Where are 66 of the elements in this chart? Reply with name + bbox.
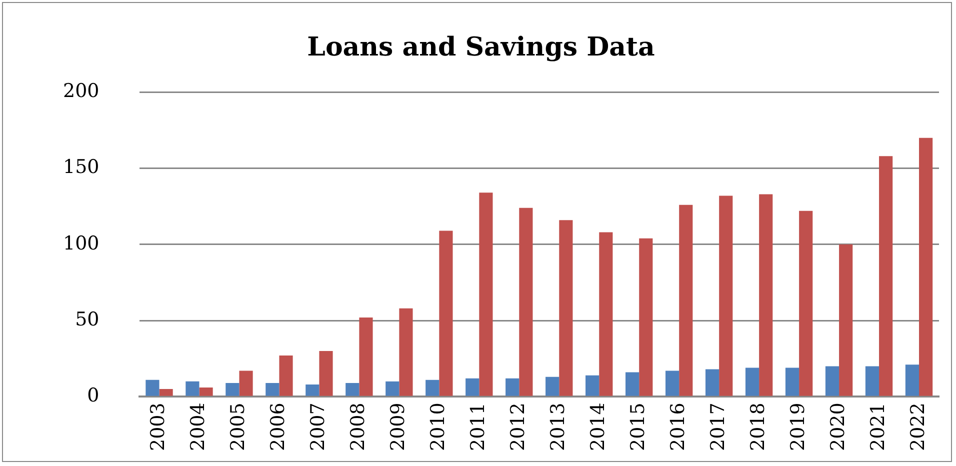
bar bbox=[439, 230, 453, 396]
y-tick-label: 100 bbox=[63, 232, 100, 254]
bar bbox=[319, 350, 333, 396]
bar bbox=[559, 220, 573, 396]
x-tick-label: 2017 bbox=[707, 402, 730, 452]
y-tick-label: 0 bbox=[87, 384, 100, 407]
x-tick-label: 2007 bbox=[307, 402, 330, 452]
bar bbox=[506, 378, 520, 396]
bar bbox=[599, 232, 613, 396]
bar bbox=[865, 366, 880, 396]
bar bbox=[399, 308, 413, 396]
bar bbox=[825, 366, 840, 396]
y-tick-label: 50 bbox=[75, 308, 100, 330]
bar bbox=[519, 208, 533, 396]
chart-title: Loans and Savings Data bbox=[307, 32, 655, 62]
bar bbox=[639, 238, 653, 396]
bar bbox=[785, 368, 800, 396]
bar bbox=[386, 381, 400, 396]
bar bbox=[799, 210, 813, 396]
x-tick-label: 2003 bbox=[147, 402, 170, 452]
x-tick-label: 2010 bbox=[427, 402, 450, 452]
bar bbox=[919, 138, 933, 396]
bar bbox=[665, 370, 680, 396]
bar bbox=[186, 381, 200, 396]
bar bbox=[905, 364, 920, 396]
bar bbox=[759, 194, 773, 396]
x-tick-label: 2012 bbox=[507, 402, 530, 452]
bar bbox=[466, 378, 480, 396]
x-tick-label: 2020 bbox=[826, 402, 849, 452]
bar bbox=[839, 244, 853, 396]
bar bbox=[346, 382, 360, 396]
bar bbox=[146, 380, 160, 396]
x-tick-label: 2004 bbox=[187, 402, 210, 452]
bar bbox=[586, 375, 600, 396]
x-tick-label: 2011 bbox=[467, 402, 490, 452]
bar bbox=[546, 376, 560, 396]
bar bbox=[426, 380, 440, 396]
bar bbox=[239, 370, 253, 396]
x-tick-label: 2019 bbox=[786, 402, 809, 452]
bar bbox=[719, 196, 733, 396]
bar bbox=[199, 388, 213, 396]
x-tick-label: 2006 bbox=[267, 402, 290, 452]
x-tick-label: 2005 bbox=[227, 402, 250, 452]
bar bbox=[626, 372, 640, 396]
bar bbox=[266, 382, 280, 396]
bar bbox=[306, 384, 320, 396]
bar bbox=[479, 192, 493, 396]
y-tick-label: 200 bbox=[63, 80, 100, 102]
bar bbox=[279, 356, 293, 396]
x-tick-label: 2013 bbox=[547, 402, 570, 452]
bar bbox=[879, 156, 893, 396]
x-tick-label: 2021 bbox=[866, 402, 889, 452]
y-tick-label: 150 bbox=[63, 156, 100, 178]
bar bbox=[226, 382, 240, 396]
x-tick-label: 2015 bbox=[627, 402, 650, 452]
x-tick-label: 2022 bbox=[906, 402, 929, 452]
x-tick-label: 2009 bbox=[387, 402, 410, 452]
x-tick-label: 2016 bbox=[667, 402, 690, 452]
x-tick-label: 2014 bbox=[587, 402, 610, 452]
bar bbox=[745, 368, 760, 396]
bar bbox=[705, 369, 720, 396]
x-tick-label: 2018 bbox=[746, 402, 769, 452]
bar bbox=[359, 317, 373, 396]
x-tick-label: 2008 bbox=[347, 402, 370, 452]
bar bbox=[679, 204, 693, 396]
bar bbox=[159, 389, 173, 396]
